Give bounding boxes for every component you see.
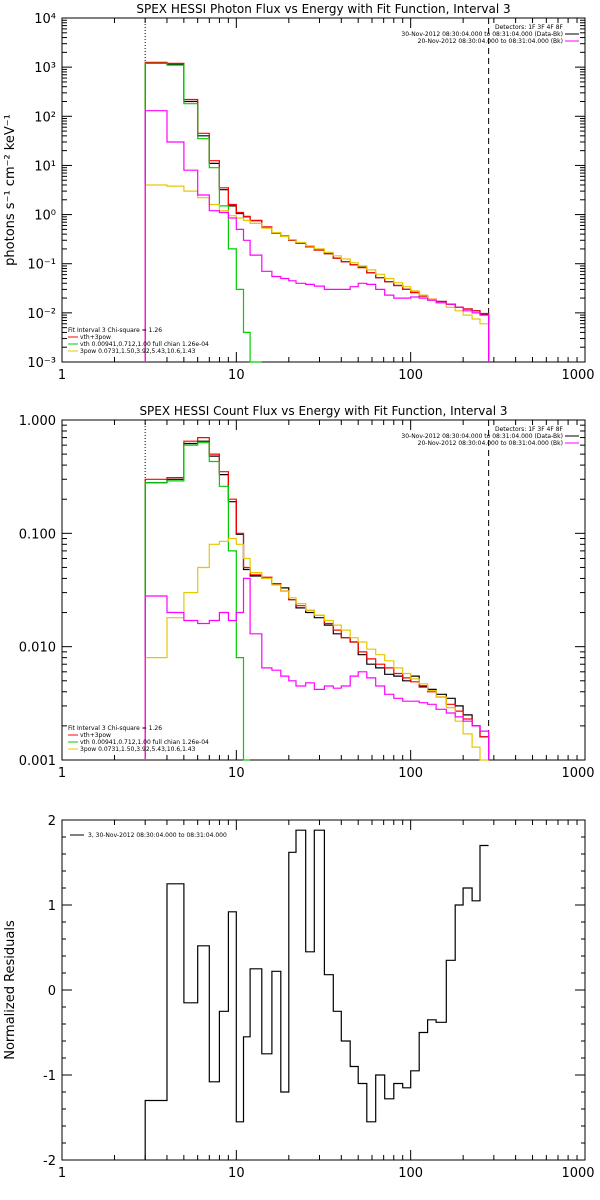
x-tick-label: 10 <box>228 766 245 781</box>
y-tick-label: 10³ <box>34 61 56 76</box>
x-axis: 1 10 100 1000 <box>58 820 595 1181</box>
series-line-5 <box>144 577 490 760</box>
legend-entry: Fit Interval 3 Chi-square = 1.26 <box>68 327 162 334</box>
x-tick-label: 1 <box>58 368 66 383</box>
y-tick-label: 10⁴ <box>34 12 56 27</box>
series-line-1 <box>144 62 490 362</box>
x-tick-label: 10 <box>228 1166 245 1181</box>
series-line-1 <box>144 440 490 760</box>
y-tick-label: -1 <box>43 1069 56 1084</box>
x-tick-label: 1000 <box>561 368 594 383</box>
legend-entry: 30-Nov-2012 08:30:04.000 to 08:31:04.000… <box>401 31 563 38</box>
y-tick-label: 0.100 <box>19 527 56 542</box>
chart-panel-3: 1 10 100 1000 -2 -1 0 1 2 Normalized Residuals 3, … <box>3 814 595 1181</box>
plot-frame <box>61 17 586 363</box>
legend-entry: vth 0.00941,0.712,1.00 full chian 1.26e-… <box>80 341 209 348</box>
y-axis-label: Normalized Residuals <box>3 920 18 1060</box>
series-line-3 <box>144 442 251 761</box>
legend-entry: 30-Nov-2012 08:30:04.000 to 08:31:04.000… <box>401 433 563 440</box>
series-line-3 <box>144 62 262 363</box>
legend-entry: Fit Interval 3 Chi-square = 1.26 <box>68 725 162 732</box>
x-tick-label: 100 <box>398 766 423 781</box>
y-tick-label: 10⁻¹ <box>27 258 56 273</box>
x-tick-label: 100 <box>398 368 423 383</box>
y-tick-label: 1.000 <box>19 414 56 429</box>
y-tick-label: 10² <box>34 110 56 125</box>
series-line-4 <box>144 537 489 761</box>
x-tick-label: 10 <box>228 368 245 383</box>
y-axis: 10⁻³ 10⁻² 10⁻¹ 10⁰ 10¹ 10² 10³ 10⁴ <box>27 12 585 371</box>
y-tick-label: 0.001 <box>19 754 56 769</box>
x-tick-label: 100 <box>398 1166 423 1181</box>
series-line-2 <box>144 437 490 760</box>
chart-title: SPEX HESSI Count Flux vs Energy with Fit… <box>139 404 507 418</box>
y-tick-label: 10⁻² <box>27 307 56 322</box>
chart-panel-1: SPEX HESSI Photon Flux vs Energy with Fi… <box>3 2 595 383</box>
legend-entry: Detectors: 1F 3F 4F 8F <box>495 24 564 31</box>
legend-entry: vth+3pow <box>80 732 111 739</box>
y-tick-label: 10¹ <box>34 159 56 174</box>
y-tick-label: 2 <box>48 814 56 829</box>
series-line-1 <box>144 829 489 1160</box>
series-line-4 <box>144 184 490 362</box>
series-line-2 <box>144 61 490 362</box>
x-tick-label: 1000 <box>561 1166 594 1181</box>
x-tick-label: 1 <box>58 766 66 781</box>
plot-frame <box>61 819 586 1161</box>
y-tick-label: 0.010 <box>19 641 56 656</box>
series-line-5 <box>144 110 490 362</box>
y-tick-label: 0 <box>48 984 56 999</box>
chart-title: SPEX HESSI Photon Flux vs Energy with Fi… <box>136 2 510 16</box>
chart-panel-2: SPEX HESSI Count Flux vs Energy with Fit… <box>19 404 595 781</box>
legend-entry: 3pow 0.0731,1.50,3.92,5.43,10.6,1.43 <box>80 348 196 355</box>
legend-entry: vth 0.00941,0.712,1.00 full chian 1.26e-… <box>80 739 209 746</box>
plot-frame <box>61 419 586 761</box>
y-axis: -2 -1 0 1 2 <box>43 814 585 1169</box>
legend-bottom-left: Fit Interval 3 Chi-square = 1.26vth+3pow… <box>68 327 209 355</box>
legend-top-left: 3, 30-Nov-2012 08:30:04.000 to 08:31:04.… <box>70 832 227 839</box>
y-axis-label: photons s⁻¹ cm⁻² keV⁻¹ <box>3 114 18 266</box>
y-tick-label: 10⁰ <box>34 209 56 224</box>
legend-bottom-left: Fit Interval 3 Chi-square = 1.26vth+3pow… <box>68 725 209 753</box>
y-tick-label: 1 <box>48 899 56 914</box>
legend-entry: 3, 30-Nov-2012 08:30:04.000 to 08:31:04.… <box>88 832 227 839</box>
legend-entry: 3pow 0.0731,1.50,3.92,5.43,10.6,1.43 <box>80 746 196 753</box>
legend-entry: 20-Nov-2012 08:30:04.000 to 08:31:04.000… <box>418 38 563 45</box>
y-tick-label: 10⁻³ <box>27 356 56 371</box>
x-tick-label: 1 <box>58 1166 66 1181</box>
y-tick-label: -2 <box>43 1154 56 1169</box>
legend-entry: 20-Nov-2012 08:30:04.000 to 08:31:04.000… <box>418 440 563 447</box>
x-axis: 1 10 100 1000 <box>58 18 595 383</box>
y-axis: 0.001 0.010 0.100 1.000 <box>19 414 585 769</box>
x-tick-label: 1000 <box>561 766 594 781</box>
legend-entry: Detectors: 1F 3F 4F 8F <box>495 426 564 433</box>
legend-entry: vth+3pow <box>80 334 111 341</box>
